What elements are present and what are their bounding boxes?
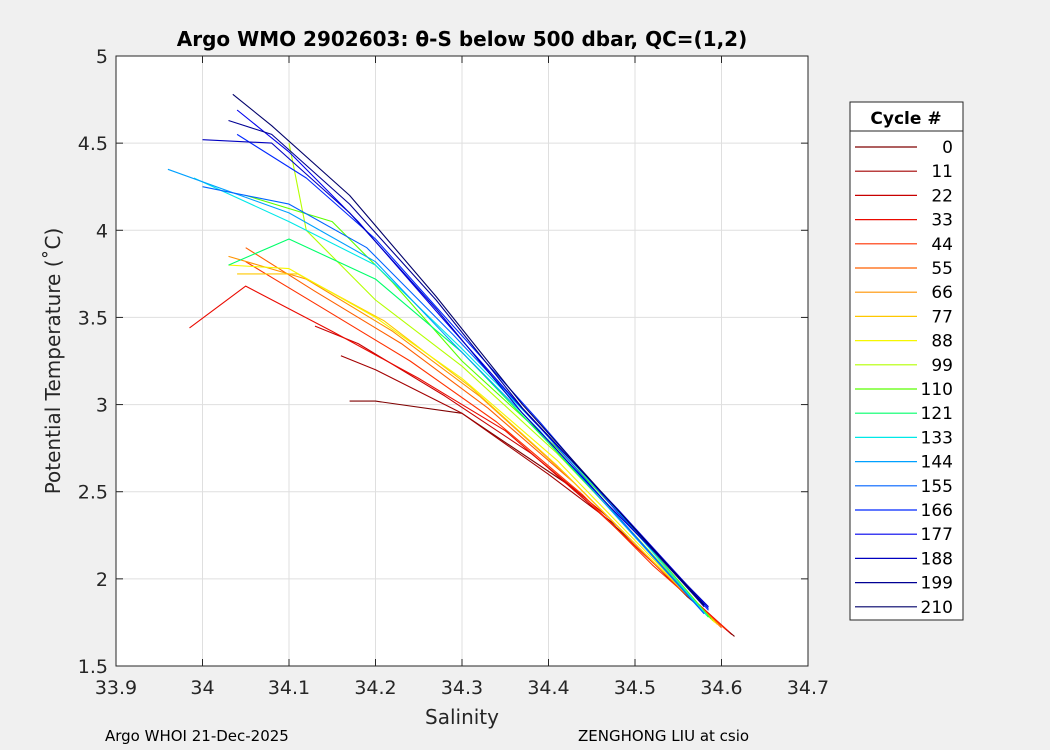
legend-label-110: 110: [921, 380, 953, 400]
x-tick-label: 34.1: [268, 677, 310, 699]
y-tick-label: 4: [96, 220, 108, 242]
legend-label-22: 22: [931, 186, 953, 206]
legend: Cycle # 0 11 22 33 44 55 66 77 88 99 110 121 133 144 1…: [849, 101, 964, 621]
legend-label-55: 55: [931, 259, 953, 279]
y-tick-label: 1.5: [78, 656, 108, 678]
legend-label-155: 155: [921, 477, 953, 497]
legend-label-33: 33: [931, 211, 953, 231]
series-line-33: [189, 285, 729, 632]
legend-label-199: 199: [921, 574, 953, 594]
y-tick-label: 5: [96, 46, 108, 68]
x-tick-label: 33.9: [95, 677, 137, 699]
legend-label-144: 144: [921, 453, 953, 473]
x-tick-label: 34.5: [614, 677, 656, 699]
legend-label-88: 88: [931, 332, 953, 352]
legend-label-0: 0: [942, 138, 953, 158]
series-line-155: [202, 186, 705, 615]
series-line-188: [202, 139, 709, 608]
legend-label-166: 166: [921, 501, 953, 521]
legend-label-66: 66: [931, 283, 953, 303]
x-tick-label: 34.2: [354, 677, 396, 699]
series-line-44: [245, 261, 727, 630]
x-axis-label: Salinity: [425, 705, 499, 729]
legend-label-133: 133: [921, 428, 953, 448]
y-tick-label: 3.5: [78, 307, 108, 329]
y-tick-label: 4.5: [78, 133, 108, 155]
x-tick-label: 34.6: [700, 677, 742, 699]
series-line-144: [167, 168, 705, 615]
legend-label-11: 11: [931, 162, 953, 182]
series-line-177: [236, 109, 709, 609]
footer-source: Argo WHOI 21-Dec-2025: [105, 727, 289, 745]
series-line-88: [228, 264, 715, 623]
legend-label-121: 121: [921, 404, 953, 424]
legend-label-99: 99: [931, 356, 953, 376]
legend-label-177: 177: [921, 525, 953, 545]
y-axis-label: Potential Temperature (˚C): [41, 228, 65, 495]
legend-label-210: 210: [921, 598, 953, 618]
x-tick-label: 34.3: [441, 677, 483, 699]
data-lines: [167, 93, 735, 637]
y-tick-label: 3: [96, 395, 108, 417]
legend-label-44: 44: [931, 235, 953, 255]
series-line-166: [236, 133, 709, 611]
x-tick-label: 34.7: [787, 677, 829, 699]
y-tick-label: 2: [96, 569, 108, 591]
x-tick-label: 34.4: [527, 677, 569, 699]
footer-author: ZENGHONG LIU at csio: [578, 727, 749, 745]
chart-title: Argo WMO 2902603: θ-S below 500 dbar, QC…: [177, 27, 747, 51]
y-tick-label: 2.5: [78, 482, 108, 504]
series-line-210: [232, 93, 705, 606]
legend-title: Cycle #: [870, 109, 941, 129]
legend-label-188: 188: [921, 549, 953, 569]
ticks: 33.9 34 34.1 34.2 34.3 34.4 34.5 34.6 34.71.522.…: [78, 46, 829, 699]
legend-label-77: 77: [931, 307, 953, 327]
x-tick-label: 34: [190, 677, 214, 699]
